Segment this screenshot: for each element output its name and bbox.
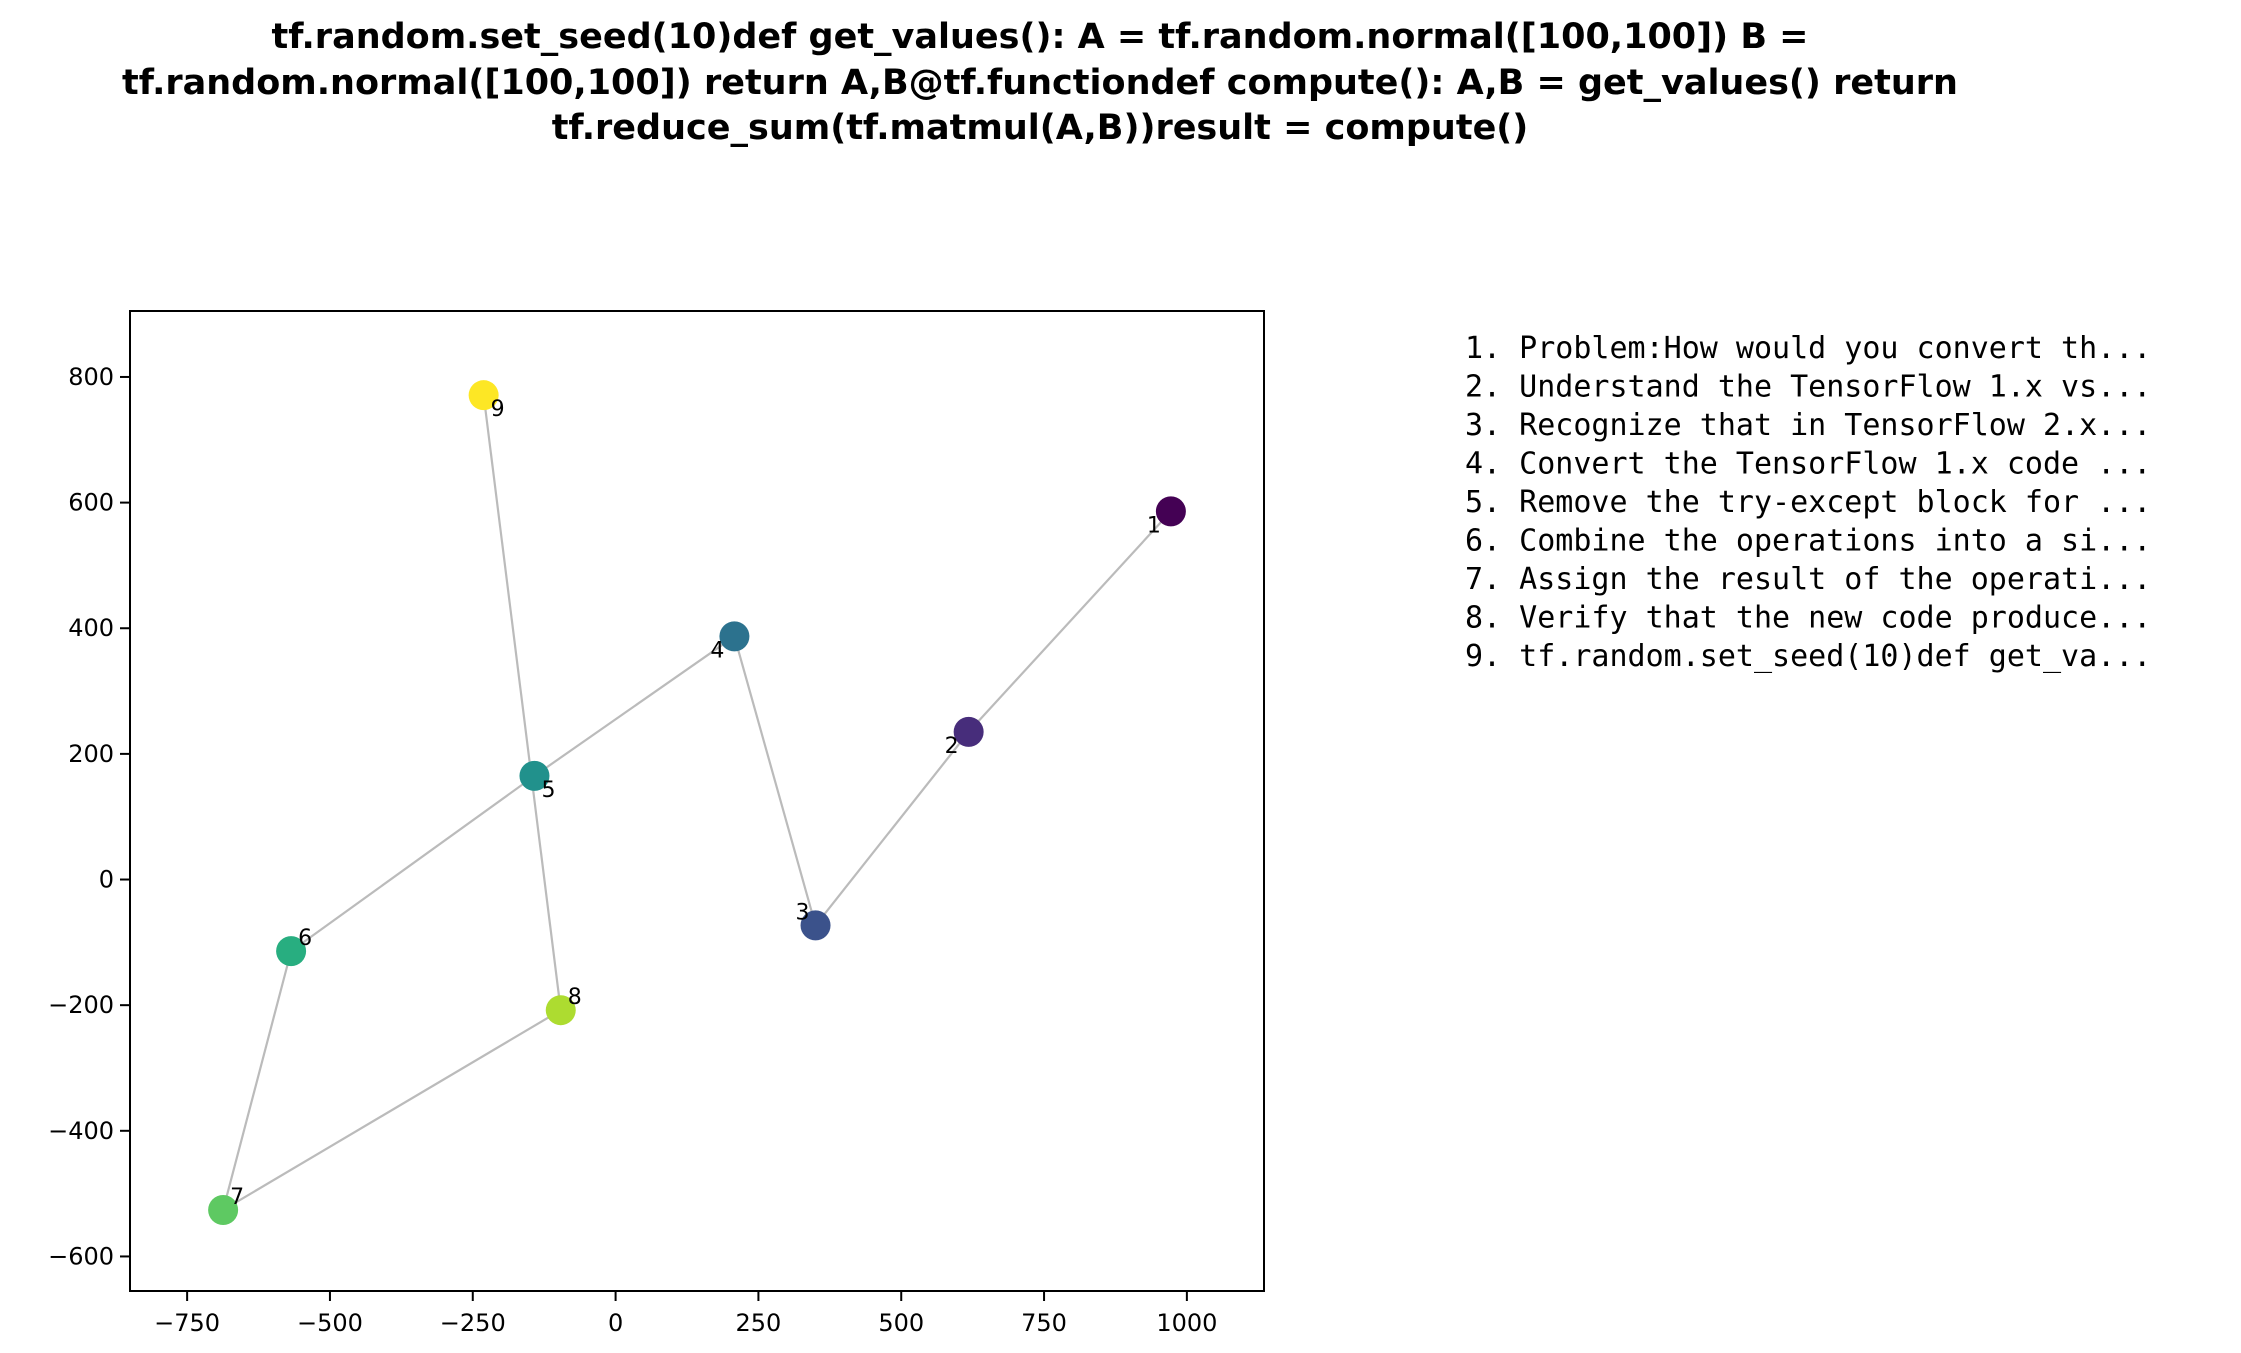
y-tick-label: 200 (68, 740, 114, 768)
point-label-4: 4 (710, 638, 724, 663)
point-label-7: 7 (230, 1185, 244, 1210)
x-tick-label: −500 (297, 1309, 363, 1337)
point-label-8: 8 (568, 985, 582, 1010)
x-tick-label: 0 (608, 1309, 623, 1337)
path-segment (222, 1009, 562, 1211)
y-tick-label: 600 (68, 489, 114, 517)
data-point-6 (276, 936, 307, 967)
data-point-1 (1155, 496, 1186, 527)
path-segment (290, 774, 536, 953)
data-point-5 (519, 760, 550, 791)
chart-title-line-1: tf.random.set_seed(10)def get_values(): … (271, 17, 1808, 57)
path-segment (533, 635, 736, 777)
x-tick-label: −750 (154, 1309, 220, 1337)
legend-item: 1. Problem:How would you convert th... (1465, 331, 2151, 366)
data-point-7 (208, 1194, 239, 1225)
legend-item: 7. Assign the result of the operati... (1465, 562, 2151, 597)
point-labels: 1 2 3 4 5 6 7 8 9 (230, 397, 1161, 1210)
x-axis: −750 −500 −250 0 250 500 750 1000 (154, 1291, 1217, 1337)
path-segment (733, 636, 817, 926)
path-segment (222, 950, 293, 1211)
data-point-9 (468, 380, 499, 411)
point-label-9: 9 (491, 397, 505, 422)
data-point-8 (545, 995, 576, 1026)
legend-item: 6. Combine the operations into a si... (1465, 524, 2151, 559)
y-tick-label: 400 (68, 614, 114, 642)
legend: 1. Problem:How would you convert th... 2.… (1465, 331, 2151, 674)
legend-item: 8. Verify that the new code produce... (1465, 601, 2151, 636)
y-tick-label: 800 (68, 363, 114, 391)
y-tick-label: −400 (48, 1117, 114, 1145)
data-point-4 (719, 621, 750, 652)
y-axis: 800 600 400 200 0 −200 −400 −600 (48, 363, 130, 1270)
path-segment (967, 510, 1172, 733)
y-tick-label: −600 (48, 1242, 114, 1270)
point-label-1: 1 (1147, 513, 1161, 538)
chart-title-line-2: tf.random.normal([100,100]) return A,B@t… (122, 63, 1958, 103)
data-point-3 (800, 910, 831, 941)
x-tick-label: 250 (736, 1309, 782, 1337)
chart-title-line-3: tf.reduce_sum(tf.matmul(A,B))result = co… (552, 108, 1529, 148)
point-label-2: 2 (945, 734, 959, 759)
point-label-3: 3 (796, 900, 810, 925)
legend-item: 5. Remove the try-except block for ... (1465, 485, 2151, 520)
x-tick-label: −250 (440, 1309, 506, 1337)
data-point-2 (953, 716, 984, 747)
x-tick-label: 500 (878, 1309, 924, 1337)
legend-item: 4. Convert the TensorFlow 1.x code ... (1465, 447, 2151, 482)
point-label-6: 6 (298, 926, 312, 951)
x-tick-label: 1000 (1156, 1309, 1217, 1337)
data-points (208, 380, 1186, 1225)
point-label-5: 5 (541, 778, 555, 803)
plot-area-frame (129, 310, 1265, 1292)
x-tick-label: 750 (1021, 1309, 1067, 1337)
legend-item: 2. Understand the TensorFlow 1.x vs... (1465, 370, 2151, 405)
path-lines (222, 395, 1172, 1211)
y-tick-label: 0 (99, 866, 114, 894)
legend-item: 3. Recognize that in TensorFlow 2.x... (1465, 408, 2151, 443)
path-segment (814, 731, 970, 927)
path-segment (482, 395, 562, 1011)
legend-item: 9. tf.random.set_seed(10)def get_va... (1465, 639, 2151, 674)
y-tick-label: −200 (48, 991, 114, 1019)
chart-title: tf.random.set_seed(10)def get_values(): … (122, 17, 1958, 148)
